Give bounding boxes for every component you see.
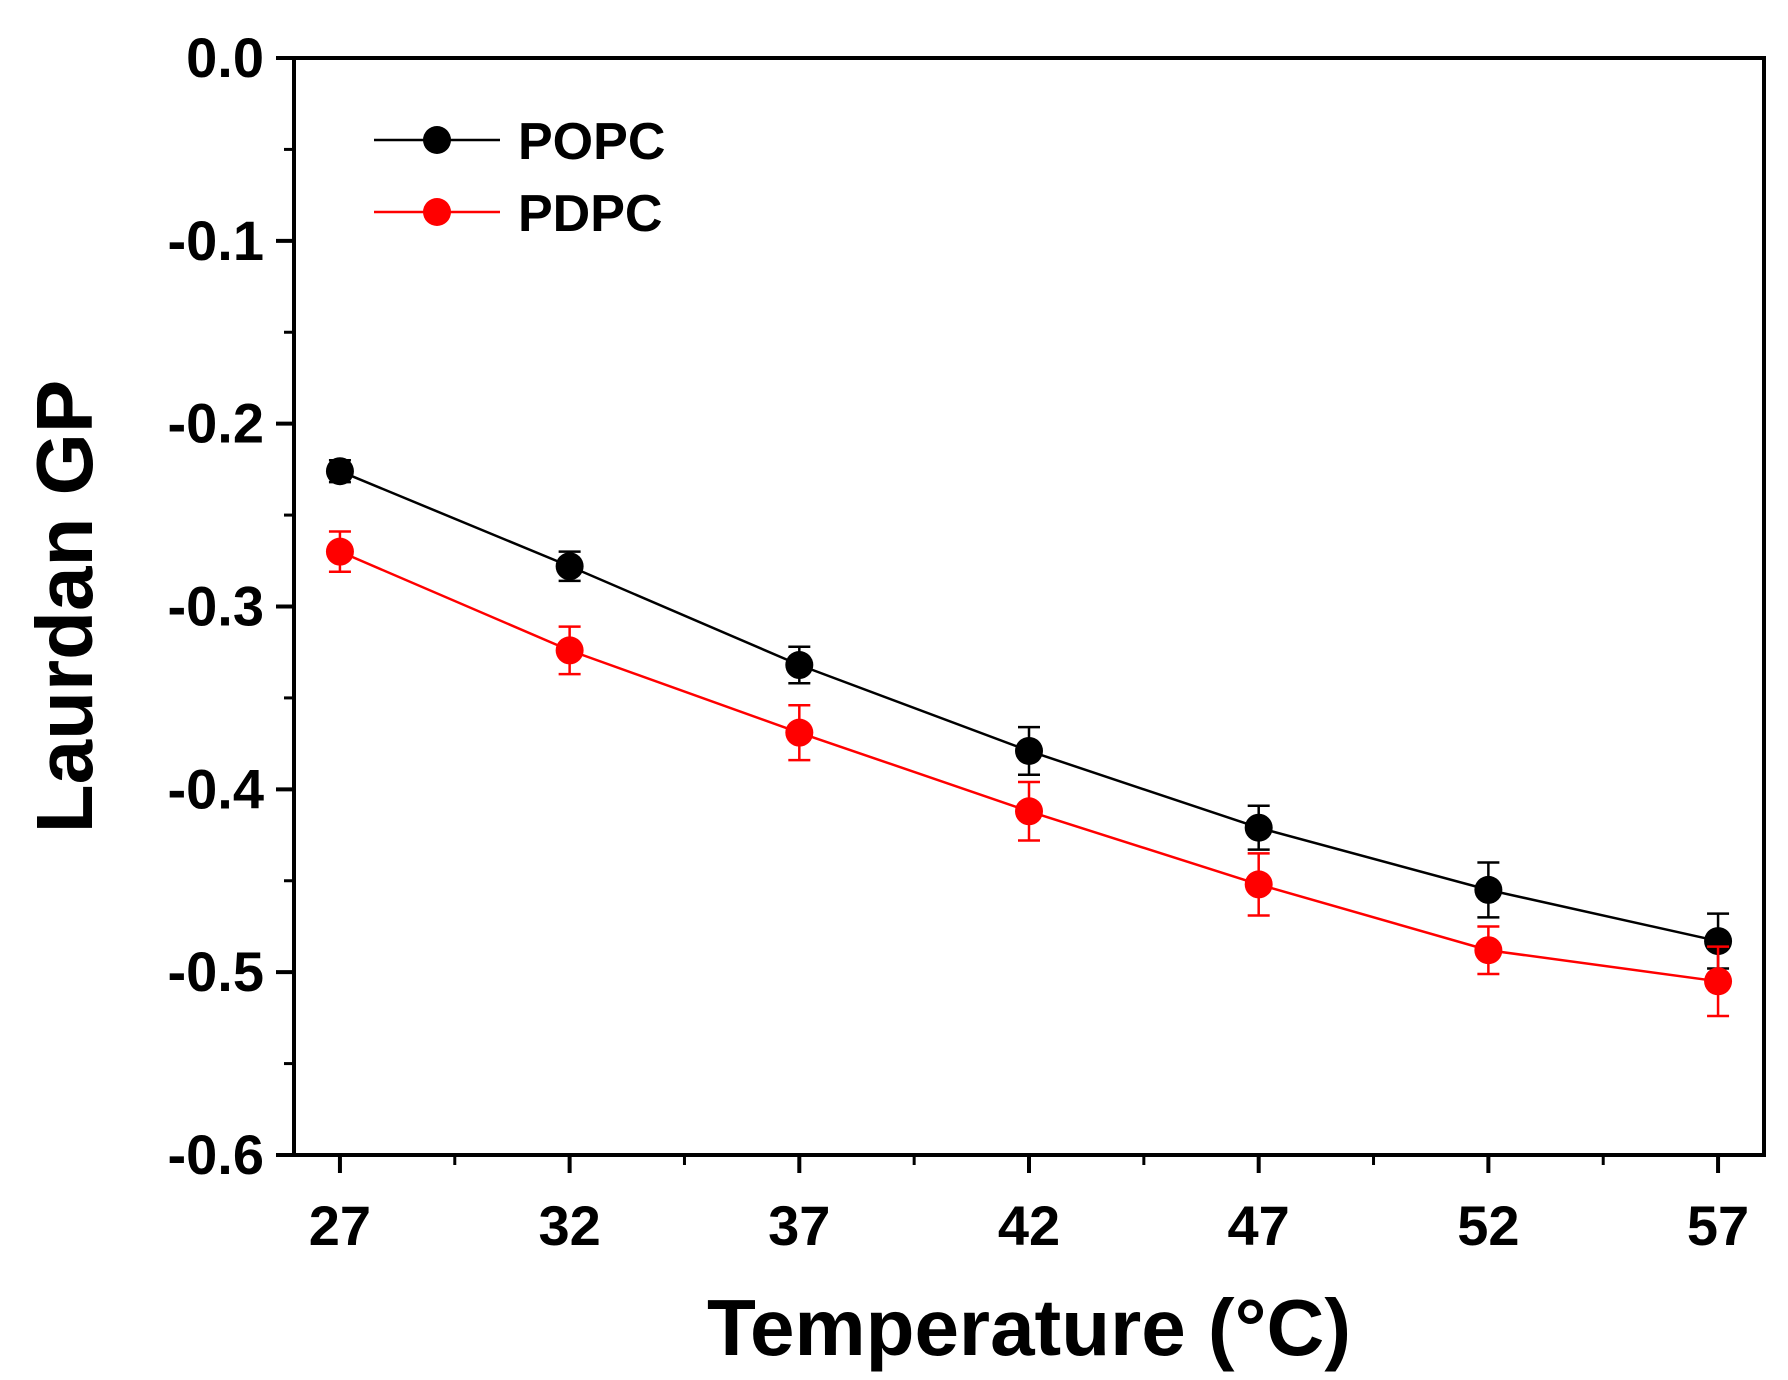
data-point (785, 651, 814, 680)
series-line (339, 470, 1719, 943)
data-point (1474, 875, 1503, 904)
legend-label: PDPC (518, 185, 662, 243)
data-point (1704, 927, 1733, 956)
y-axis: 0.0 -0.1 -0.2 -0.3 -0.4 -0.5 -0.6 (168, 26, 294, 1186)
legend-marker (423, 198, 451, 226)
plot-frame (292, 56, 1766, 1157)
x-tick-label: 27 (309, 1194, 371, 1257)
x-axis-title: Temperature (°C) (707, 1283, 1351, 1372)
data-point (1474, 936, 1503, 965)
y-tick-label: -0.4 (168, 757, 265, 820)
x-tick-label: 32 (538, 1194, 600, 1257)
data-point (1244, 870, 1273, 899)
legend: POPC PDPC (374, 113, 665, 243)
series-pdpc (325, 530, 1733, 1018)
x-axis: 27 32 37 42 47 52 57 (309, 1155, 1749, 1257)
x-tick-label: 52 (1457, 1194, 1519, 1257)
legend-marker (423, 126, 451, 154)
x-tick-label: 42 (998, 1194, 1060, 1257)
data-point (555, 636, 584, 665)
data-point (325, 537, 354, 566)
y-tick-label: -0.2 (168, 392, 265, 455)
data-point (1015, 736, 1043, 765)
plot-area (292, 56, 1766, 1157)
series-popc (325, 457, 1733, 970)
x-tick-label: 57 (1687, 1194, 1749, 1257)
data-point (325, 457, 354, 486)
data-point (555, 552, 584, 581)
y-tick-label: -0.3 (168, 575, 265, 638)
legend-label: POPC (518, 113, 665, 171)
y-tick-label: -0.1 (168, 209, 265, 272)
y-axis-title: Laurdan GP (20, 380, 109, 833)
y-tick-label: 0.0 (186, 26, 264, 89)
data-point (1704, 967, 1733, 996)
y-tick-label: -0.6 (168, 1123, 265, 1186)
data-point (785, 718, 814, 747)
data-point (1244, 813, 1273, 842)
x-tick-label: 47 (1228, 1194, 1290, 1257)
series-layer (325, 457, 1733, 1018)
data-point (1015, 797, 1043, 826)
y-tick-label: -0.5 (168, 940, 265, 1003)
x-tick-label: 37 (768, 1194, 830, 1257)
